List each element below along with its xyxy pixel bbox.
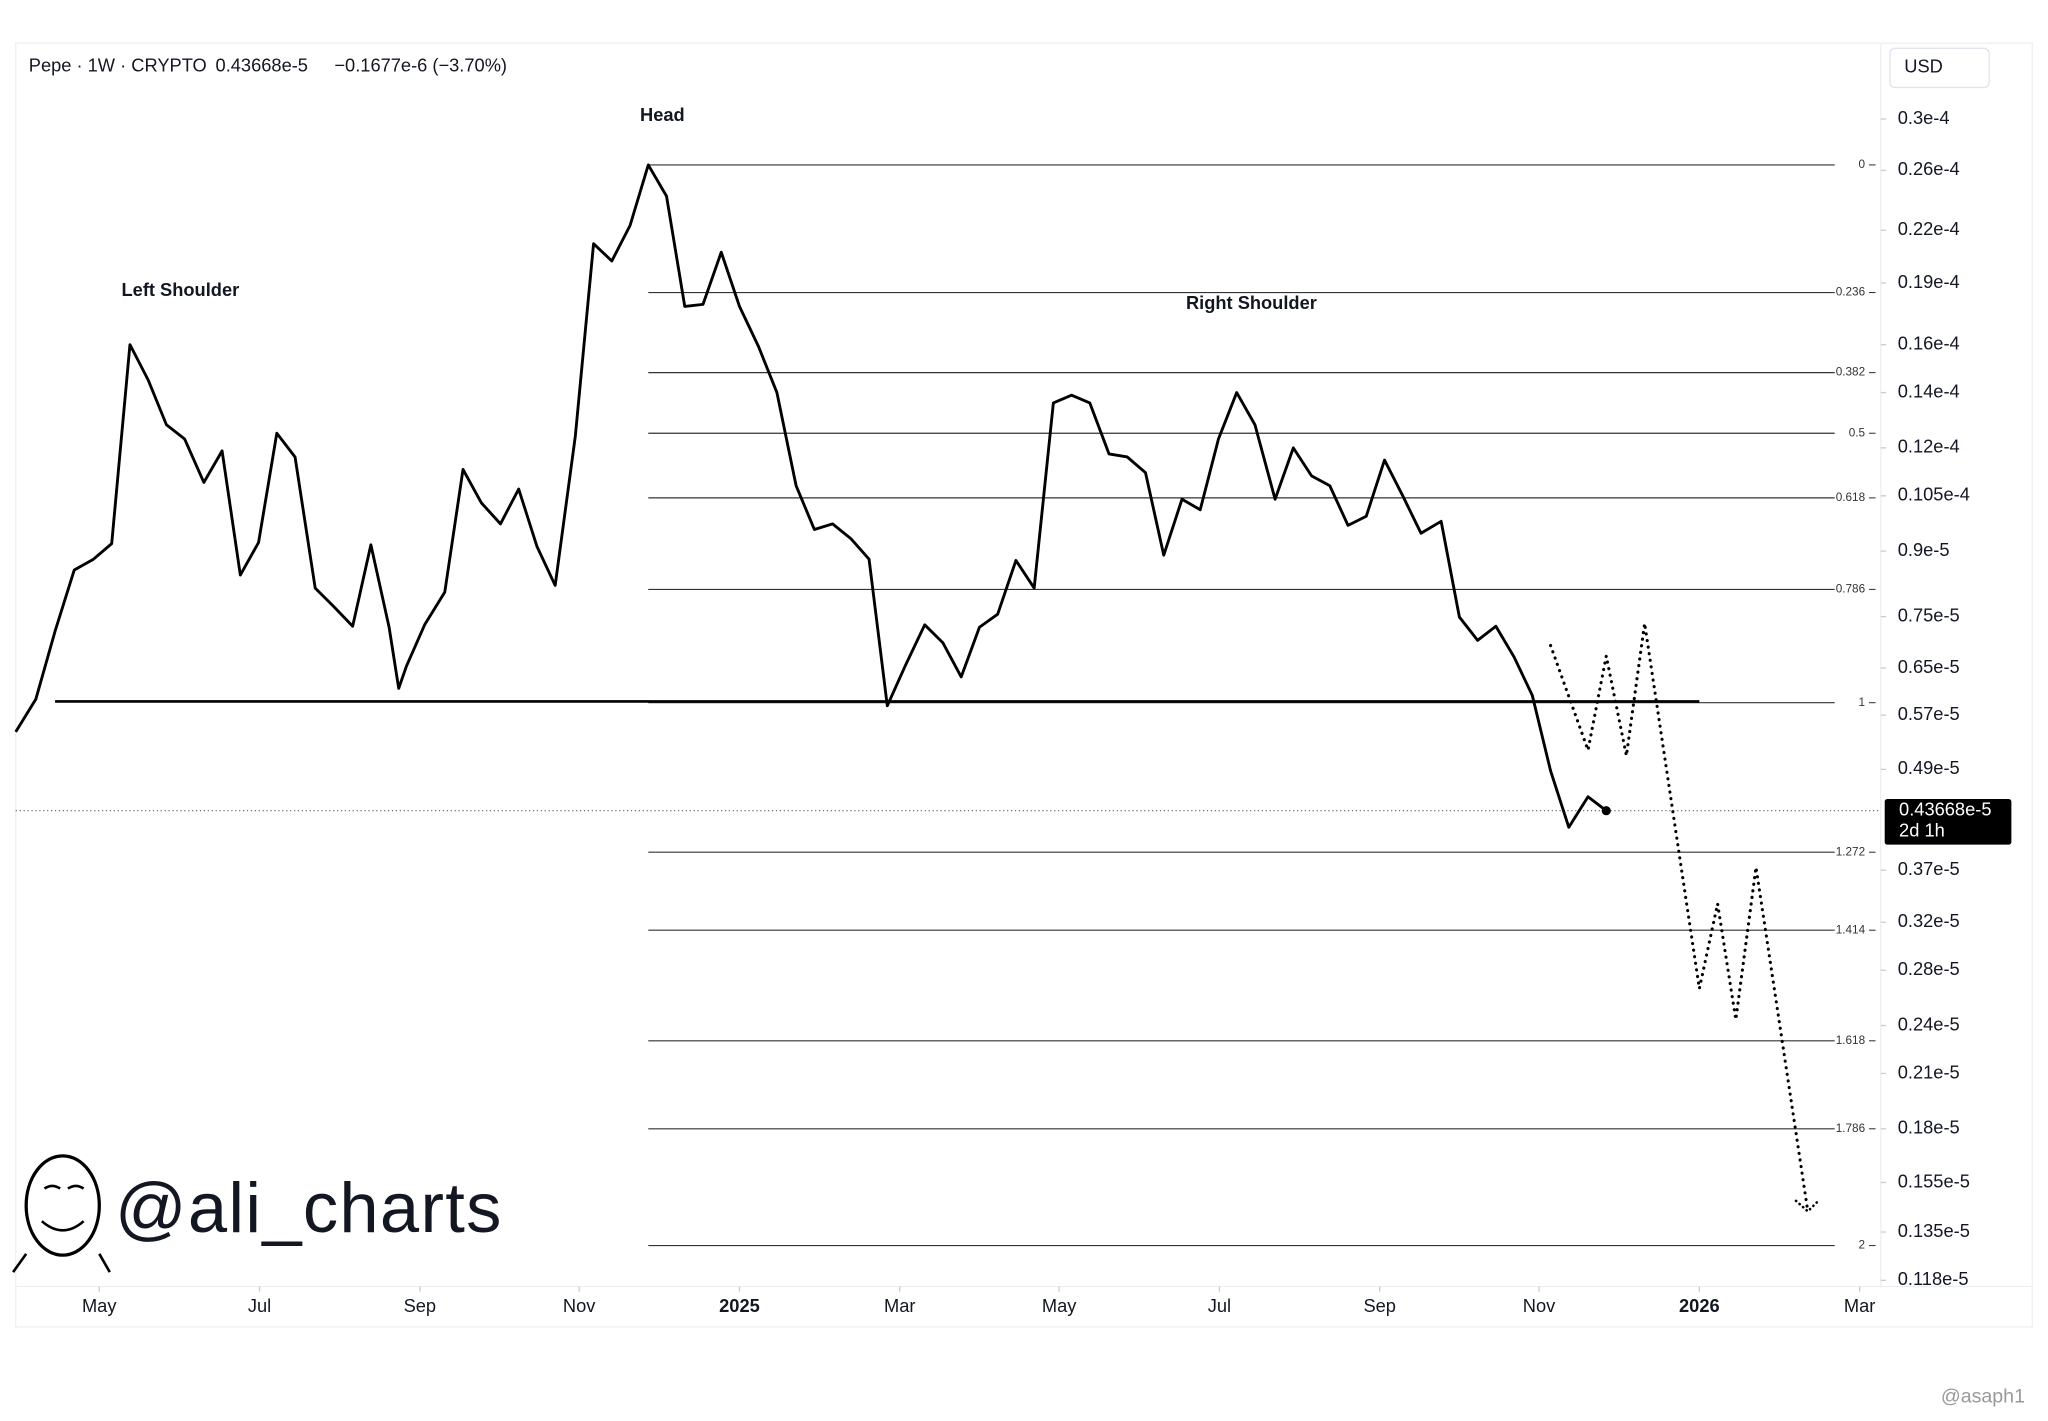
y-tick-label: 0.57e-5 bbox=[1898, 703, 1960, 724]
x-tick-label: Nov bbox=[563, 1295, 596, 1316]
y-tick-label: 0.18e-5 bbox=[1898, 1117, 1960, 1138]
chart-frame bbox=[15, 42, 2033, 1328]
currency-button[interactable] bbox=[1889, 47, 1990, 89]
fib-label: 0.5 bbox=[1849, 426, 1866, 439]
price-line bbox=[14, 163, 1608, 829]
x-tick-label: Jul bbox=[1208, 1295, 1231, 1316]
x-tick-label: Mar bbox=[884, 1295, 915, 1316]
y-tick-label: 0.14e-4 bbox=[1898, 380, 1960, 401]
y-tick-label: 0.118e-5 bbox=[1898, 1268, 1969, 1289]
annotation: Head bbox=[640, 104, 685, 125]
x-tick-label: Sep bbox=[1363, 1295, 1396, 1316]
projection-line bbox=[1549, 623, 1810, 1213]
y-tick-label: 0.12e-4 bbox=[1898, 436, 1960, 457]
fib-label: 1.414 bbox=[1836, 923, 1866, 936]
y-tick-label: 0.65e-5 bbox=[1898, 656, 1960, 677]
fib-label: 1.272 bbox=[1836, 845, 1865, 858]
y-tick-label: 0.26e-4 bbox=[1898, 158, 1960, 179]
x-tick-label: 2026 bbox=[1679, 1295, 1720, 1316]
fib-label: 1 bbox=[1859, 696, 1866, 709]
y-tick-label: 0.21e-5 bbox=[1898, 1061, 1960, 1082]
y-tick-label: 0.24e-5 bbox=[1898, 1013, 1960, 1034]
y-tick-label: 0.22e-4 bbox=[1898, 218, 1960, 239]
y-tick-label: 0.105e-4 bbox=[1898, 484, 1970, 505]
y-tick-label: 0.49e-5 bbox=[1898, 757, 1960, 778]
symbol: Pepe · 1W · CRYPTO bbox=[29, 54, 207, 75]
price-badge-countdown: 2d 1h bbox=[1899, 819, 1945, 840]
fib-label: 0.382 bbox=[1836, 366, 1865, 379]
y-tick-label: 0.75e-5 bbox=[1898, 604, 1960, 625]
y-tick-label: 0.9e-5 bbox=[1898, 539, 1950, 560]
annotation: Left Shoulder bbox=[122, 279, 240, 300]
y-tick-label: 0.3e-4 bbox=[1898, 107, 1950, 128]
x-tick-label: Mar bbox=[1844, 1295, 1875, 1316]
fib-label: 0 bbox=[1859, 158, 1866, 171]
header-change: −0.1677e-6 (−3.70%) bbox=[334, 54, 507, 75]
x-tick-label: May bbox=[82, 1295, 117, 1316]
fib-label: 1.786 bbox=[1836, 1122, 1866, 1135]
price-badge-label: 0.43668e-5 bbox=[1899, 799, 1991, 820]
fib-label: 0.236 bbox=[1836, 286, 1866, 299]
currency[interactable]: USD bbox=[1904, 56, 1943, 77]
price-badge bbox=[1884, 798, 2012, 845]
fib-label: 2 bbox=[1859, 1239, 1866, 1252]
logo-detail bbox=[12, 1184, 111, 1273]
y-tick-label: 0.155e-5 bbox=[1898, 1170, 1970, 1191]
last-point bbox=[1601, 806, 1611, 816]
y-tick-label: 0.135e-5 bbox=[1898, 1220, 1970, 1241]
logo-face bbox=[24, 1154, 101, 1257]
logo: @ali_charts bbox=[12, 1154, 503, 1273]
y-tick-label: 0.32e-5 bbox=[1898, 910, 1960, 931]
fib-label: 0.618 bbox=[1836, 491, 1866, 504]
annotation: Right Shoulder bbox=[1186, 292, 1317, 313]
y-tick-label: 0.28e-5 bbox=[1898, 958, 1960, 979]
x-tick-label: Nov bbox=[1523, 1295, 1556, 1316]
header-price: 0.43668e-5 bbox=[216, 54, 308, 75]
fib-label: 1.618 bbox=[1836, 1034, 1866, 1047]
x-tick-label: Jul bbox=[248, 1295, 271, 1316]
x-tick-label: May bbox=[1042, 1295, 1077, 1316]
credit: @asaph1 bbox=[1941, 1386, 2025, 1408]
y-tick-label: 0.19e-4 bbox=[1898, 271, 1960, 292]
x-tick-label: 2025 bbox=[719, 1295, 760, 1316]
fib-label: 0.786 bbox=[1836, 583, 1866, 596]
y-tick-label: 0.16e-4 bbox=[1898, 332, 1960, 353]
projection-arrow bbox=[1794, 1198, 1821, 1214]
y-tick-label: 0.37e-5 bbox=[1898, 858, 1960, 879]
x-tick-label: Sep bbox=[404, 1295, 437, 1316]
logo-text: @ali_charts bbox=[115, 1168, 503, 1247]
